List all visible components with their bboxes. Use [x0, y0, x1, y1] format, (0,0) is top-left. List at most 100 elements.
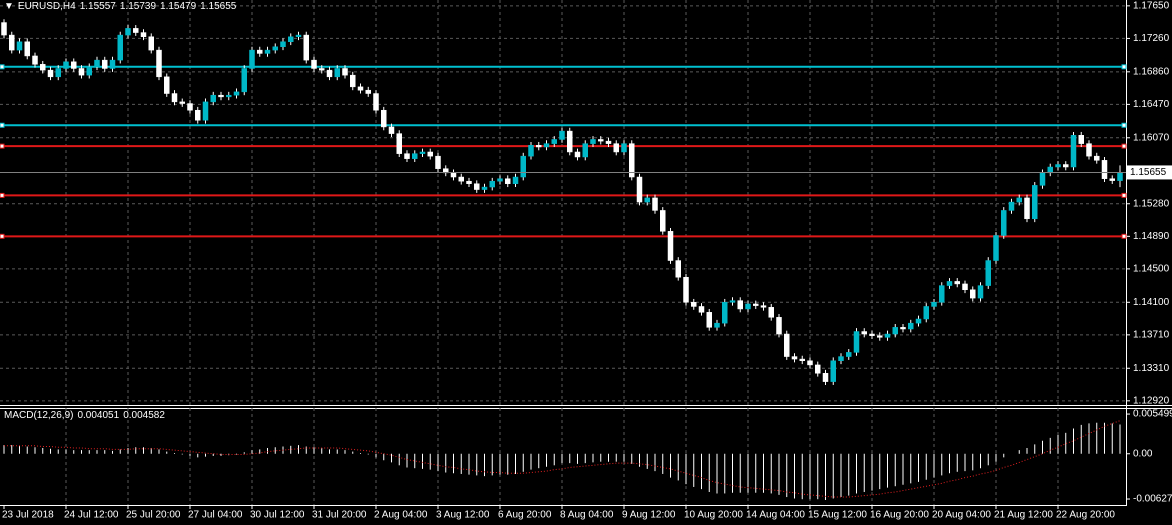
- x-tick-label: 8 Aug 04:00: [560, 510, 614, 521]
- candle-body: [311, 59, 317, 69]
- candle-body: [505, 178, 511, 184]
- candle-body: [404, 153, 410, 159]
- candle-body: [884, 333, 891, 338]
- y-tick-label: 0.00: [1133, 448, 1153, 459]
- level-handle: [0, 64, 5, 70]
- candle-body: [691, 302, 697, 307]
- level-handle: [0, 192, 5, 198]
- y-tick-label: 1.17650: [1133, 0, 1170, 11]
- candle-body: [249, 49, 255, 69]
- candle-body: [257, 49, 263, 54]
- x-tick-label: 3 Aug 12:00: [436, 510, 490, 521]
- candle-body: [1055, 164, 1061, 168]
- candle-body: [427, 151, 433, 157]
- candle-body: [629, 143, 635, 178]
- y-tick-label: 1.13710: [1133, 329, 1170, 340]
- candle-body: [1117, 172, 1123, 181]
- candle-body: [722, 302, 728, 324]
- candle-body: [24, 41, 30, 57]
- candle-body: [133, 28, 139, 33]
- y-tick-label: 1.16860: [1133, 66, 1170, 77]
- candle-body: [660, 210, 666, 232]
- candle-body: [125, 28, 131, 36]
- candle-body: [295, 34, 302, 37]
- candle-body: [567, 130, 573, 153]
- candle-body: [412, 153, 418, 159]
- x-tick-label: 27 Jul 04:00: [188, 510, 243, 521]
- candle-body: [830, 360, 836, 382]
- candle-body: [71, 61, 77, 69]
- x-tick-label: 15 Aug 12:00: [808, 510, 867, 521]
- candle-body: [466, 180, 472, 184]
- candle-body: [233, 91, 240, 96]
- y-tick-label: 1.14890: [1133, 231, 1170, 242]
- candle-body: [760, 305, 767, 308]
- candle-body: [962, 283, 968, 291]
- open-price: 1.15557: [79, 1, 116, 12]
- candle-body: [846, 352, 852, 357]
- candle-body: [63, 61, 69, 69]
- candle-body: [528, 145, 534, 157]
- current-price-label: 1.15655: [1130, 167, 1167, 178]
- candle-body: [55, 68, 61, 78]
- candle-body: [489, 180, 495, 188]
- current-price-box: [1127, 165, 1172, 180]
- x-tick-label: 2 Aug 04:00: [374, 510, 428, 521]
- candle-body: [838, 356, 844, 361]
- candle-body: [272, 46, 278, 51]
- candle-body: [148, 36, 154, 51]
- candle-body: [264, 49, 271, 54]
- candle-body: [1016, 197, 1022, 203]
- level-handle: [0, 122, 5, 128]
- candle-body: [1101, 160, 1108, 179]
- candle-body: [109, 59, 116, 69]
- candle-body: [1086, 143, 1092, 157]
- y-tick-label: 1.14100: [1133, 297, 1170, 308]
- candle-body: [280, 41, 286, 48]
- x-tick-label: 10 Aug 20:00: [684, 510, 743, 521]
- x-tick-label: 6 Aug 20:00: [498, 510, 552, 521]
- candle-body: [598, 139, 604, 142]
- candle-body: [652, 197, 658, 211]
- candle-body: [1094, 155, 1100, 161]
- dropdown-icon: ▼: [4, 1, 14, 12]
- candle-body: [102, 59, 108, 69]
- level-handle: [1121, 143, 1127, 149]
- candle-body: [241, 68, 247, 93]
- candle-body: [86, 66, 92, 76]
- candle-body: [776, 317, 782, 335]
- candle-body: [381, 109, 387, 128]
- candle-body: [698, 306, 705, 313]
- x-tick-label: 16 Aug 20:00: [870, 510, 929, 521]
- level-handle: [1121, 122, 1127, 128]
- candle-body: [605, 140, 612, 144]
- candle-body: [784, 333, 790, 357]
- high-price: 1.15739: [119, 1, 157, 12]
- candle-body: [729, 300, 736, 303]
- candle-body: [574, 151, 581, 158]
- candle-body: [474, 183, 480, 190]
- candle-body: [497, 178, 503, 182]
- candle-body: [683, 276, 689, 303]
- candle-body: [326, 69, 333, 78]
- candle-body: [365, 89, 371, 94]
- candle-body: [954, 281, 960, 285]
- candle-body: [388, 126, 395, 134]
- candle-body: [1063, 164, 1069, 168]
- candle-body: [815, 364, 821, 374]
- candle-body: [714, 322, 720, 328]
- candle-body: [621, 143, 627, 153]
- close-price: 1.15655: [200, 1, 237, 12]
- candle-body: [644, 197, 650, 203]
- candle-body: [853, 331, 860, 353]
- x-tick-label: 31 Jul 20:00: [312, 510, 367, 521]
- candle-body: [94, 59, 100, 68]
- candle-body: [985, 260, 991, 286]
- level-handle: [1121, 64, 1127, 70]
- candle-body: [977, 285, 984, 299]
- candle-body: [536, 145, 542, 148]
- candle-body: [582, 143, 588, 158]
- candle-body: [218, 94, 224, 98]
- candle-body: [481, 186, 488, 190]
